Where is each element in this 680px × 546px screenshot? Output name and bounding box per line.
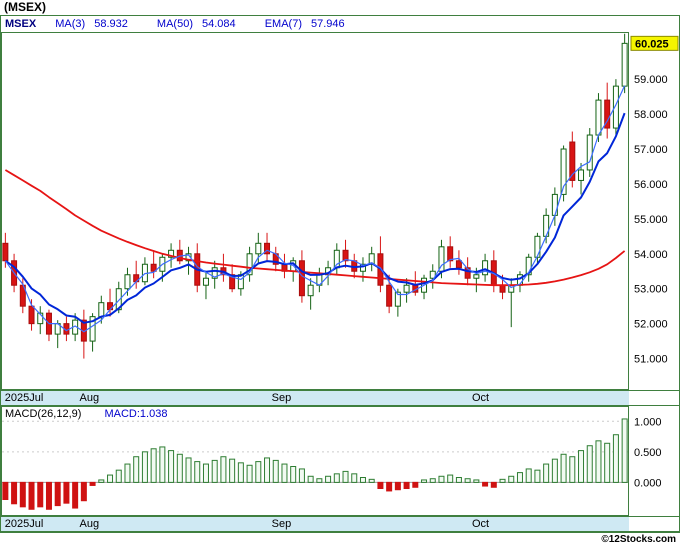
x-axis-strip-top: 2025Jul Aug Sep Oct <box>1 390 679 406</box>
footer: ©12Stocks.com <box>0 533 680 546</box>
x-axis-label: Sep <box>271 518 292 530</box>
svg-text:58.000: 58.000 <box>634 109 668 121</box>
ema7-legend: EMA(7) 57.946 <box>265 18 345 30</box>
ma3-label: MA(3) <box>55 18 86 30</box>
ema7-label: EMA(7) <box>264 18 302 30</box>
symbol-label: MSEX <box>5 18 37 30</box>
svg-text:1.000: 1.000 <box>634 416 662 428</box>
macd-legend: MACD(26,12,9) MACD:1.038 <box>5 408 167 420</box>
x-axis-label: Oct <box>472 518 490 530</box>
ma50-legend: MA(50) 54.084 <box>157 18 236 30</box>
x-axis-label: Sep <box>271 392 292 404</box>
svg-text:0.500: 0.500 <box>634 447 662 459</box>
x-axis-top: 2025Jul Aug Sep Oct <box>1 391 629 405</box>
chart-frame: MSEX MA(3) 58.932 MA(50) 54.084 EMA(7) 57.9… <box>0 15 680 533</box>
ma3-legend: MA(3) 58.932 <box>55 18 128 30</box>
x-axis-bottom: 2025Jul Aug Sep Oct <box>1 517 629 531</box>
price-chart-canvas: 59.000 58.000 57.000 56.000 55.000 54.000 53.0… <box>1 32 679 390</box>
x-axis-label: Aug <box>79 392 100 404</box>
macd-params-label: MACD(26,12,9) <box>5 408 82 420</box>
watermark-link[interactable]: ©12Stocks.com <box>601 534 676 545</box>
svg-text:51.000: 51.000 <box>634 354 668 366</box>
x-axis-label: Oct <box>472 392 490 404</box>
svg-text:59.000: 59.000 <box>634 74 668 86</box>
svg-text:57.000: 57.000 <box>634 144 668 156</box>
ma50-label: MA(50) <box>156 18 193 30</box>
svg-text:55.000: 55.000 <box>634 214 668 226</box>
ma50-value: 54.084 <box>201 18 236 30</box>
x-axis-label: Aug <box>79 518 100 530</box>
x-axis-label: 2025Jul <box>4 518 44 530</box>
ema7-value: 57.946 <box>310 18 345 30</box>
macd-panel: 1.000 0.500 0.000 MACD(26,12,9) MACD:1.038 <box>1 406 679 516</box>
macd-chart-canvas: 1.000 0.500 0.000 <box>1 406 662 516</box>
svg-text:60.025: 60.025 <box>635 38 669 50</box>
svg-text:0.000: 0.000 <box>634 477 662 489</box>
ma3-value: 58.932 <box>94 18 128 30</box>
svg-text:53.000: 53.000 <box>634 284 668 296</box>
page-title: (MSEX) <box>4 0 46 14</box>
x-axis-label: 2025Jul <box>4 392 44 404</box>
svg-text:54.000: 54.000 <box>634 249 668 261</box>
macd-value-label: MACD:1.038 <box>104 408 168 420</box>
x-axis-strip-bottom: 2025Jul Aug Sep Oct <box>1 516 679 532</box>
svg-text:52.000: 52.000 <box>634 319 668 331</box>
svg-text:56.000: 56.000 <box>634 179 668 191</box>
legend-bar: MSEX MA(3) 58.932 MA(50) 54.084 EMA(7) 57.9… <box>1 16 679 32</box>
